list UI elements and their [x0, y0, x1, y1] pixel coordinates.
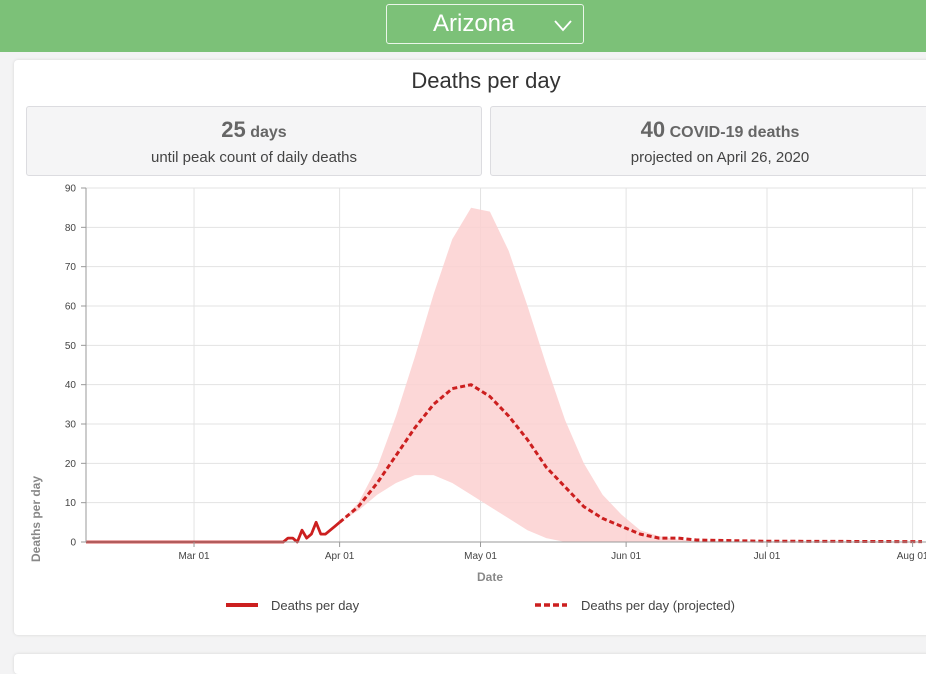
y-tick-label: 30 — [65, 420, 77, 431]
y-tick-label: 50 — [65, 341, 77, 352]
x-tick-label: Jul 01 — [754, 551, 781, 562]
chevron-down-icon — [554, 20, 572, 32]
y-tick-label: 70 — [65, 262, 77, 273]
next-card — [14, 654, 926, 674]
series-projected-line — [338, 383, 922, 544]
header-bar: Arizona — [0, 0, 926, 52]
deaths-chart: 0 10 20 30 40 50 60 70 80 90 Mar 01 Apr 01 May 01 Jun… — [29, 184, 926, 613]
series-actual-line — [86, 520, 341, 544]
state-dropdown-value: Arizona — [433, 10, 515, 37]
series-layer — [86, 383, 922, 544]
x-axis-title: Date — [477, 570, 503, 584]
legend-dashed-label: Deaths per day (projected) — [581, 598, 735, 613]
x-tick-label: Apr 01 — [325, 551, 355, 562]
peak-days-stat: 25 days until peak count of daily deaths — [26, 106, 482, 176]
y-tick-label: 20 — [65, 459, 77, 470]
y-tick-label: 60 — [65, 302, 77, 313]
legend-solid-label: Deaths per day — [271, 598, 360, 613]
y-tick-label: 40 — [65, 380, 77, 391]
uncertainty-band — [339, 207, 923, 542]
peak-days-caption: until peak count of daily deaths — [151, 149, 357, 166]
x-tick-label: Mar 01 — [178, 551, 210, 562]
peak-days-unit: days — [250, 124, 287, 141]
axes: 0 10 20 30 40 50 60 70 80 90 Mar 01 Apr 01 May 01 Jun… — [65, 184, 926, 562]
projected-deaths-caption: projected on April 26, 2020 — [630, 149, 810, 166]
projected-deaths-stat: 40 COVID-19 deaths projected on April 26… — [490, 106, 926, 176]
legend: Deaths per day Deaths per day (projected… — [226, 598, 735, 613]
y-tick-label: 90 — [65, 184, 77, 195]
x-tick-label: Aug 01 — [897, 551, 926, 562]
x-tick-label: Jun 01 — [611, 551, 641, 562]
state-dropdown[interactable]: Arizona — [386, 4, 584, 44]
projected-deaths-unit: COVID-19 deaths — [669, 124, 800, 141]
projected-deaths-value: 40 — [640, 117, 666, 142]
x-tick-label: May 01 — [464, 551, 497, 562]
chart-title: Deaths per day — [411, 68, 561, 93]
y-tick-label: 0 — [70, 538, 76, 549]
uncertainty-band-layer — [339, 207, 923, 542]
y-tick-label: 10 — [65, 498, 77, 509]
y-axis-title: Deaths per day — [29, 476, 43, 562]
peak-days-value: 25 — [221, 117, 246, 142]
y-tick-label: 80 — [65, 223, 77, 234]
